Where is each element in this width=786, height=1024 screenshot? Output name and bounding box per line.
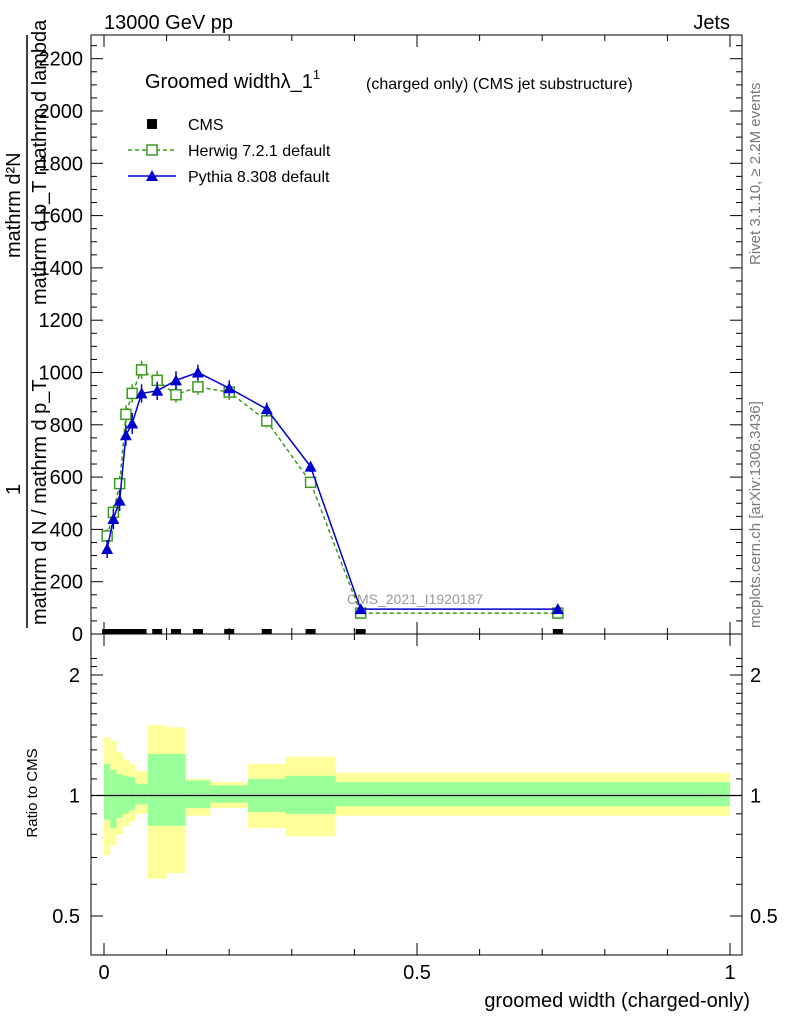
rivet-version-label: Rivet 3.1.10, ≥ 2.2M events (747, 83, 764, 266)
y-tick-label: 2000 (39, 101, 84, 123)
pythia-point (551, 603, 564, 615)
cms-point (108, 629, 119, 634)
pythia-point (191, 366, 204, 378)
cms-point (192, 629, 203, 634)
legend-cms-label: CMS (188, 117, 224, 134)
ratio-y-tick-label: 1 (69, 786, 80, 808)
ratio-band-inner (135, 783, 148, 805)
cms-point (120, 629, 131, 634)
ratio-band-inner (185, 780, 211, 809)
y-tick-label: 800 (50, 415, 83, 437)
ratio-band-inner (129, 777, 136, 810)
x-tick-label: 0.5 (403, 962, 431, 984)
ratio-band-inner (210, 785, 248, 803)
ratio-band-inner (122, 775, 130, 814)
y-tick-label: 1400 (39, 258, 84, 280)
pythia-point (119, 429, 132, 441)
ratio-band-inner (110, 769, 117, 828)
herwig-point (261, 415, 273, 427)
pythia-point (169, 374, 182, 386)
plot-title-rest: (charged only) (CMS jet substructure) (366, 76, 633, 93)
cms-point (355, 629, 366, 634)
legend: CMS Herwig 7.2.1 default Pythia 8.308 de… (128, 117, 331, 186)
cms-point (114, 629, 125, 634)
header-left-label: 13000 GeV pp (104, 12, 233, 34)
cms-point (261, 629, 272, 634)
x-tick-label: 1 (724, 962, 735, 984)
pythia-point (101, 543, 114, 555)
herwig-point (126, 387, 138, 400)
ratio-y-tick-label-right: 1 (750, 786, 761, 808)
main-ylabel-one: 1 (3, 484, 25, 495)
cms-point (170, 629, 181, 634)
cms-point (102, 629, 113, 634)
ratio-y-tick-label-right: 0.5 (750, 906, 778, 928)
y-tick-label: 1800 (39, 153, 84, 175)
ratio-ylabel: Ratio to CMS (24, 748, 41, 837)
header-right-label: Jets (693, 12, 730, 34)
pythia-point (354, 603, 367, 615)
pythia-point (223, 382, 236, 394)
main-ylabel-denom: mathrm d p_T mathrm d lambda (29, 19, 51, 305)
y-tick-label: 2200 (39, 49, 84, 71)
legend-herwig-label: Herwig 7.2.1 default (188, 143, 331, 160)
analysis-watermark: CMS_2021_I1920187 (347, 591, 483, 607)
main-plot-area: 0 200 400 600 800 1000 1200 1400 1600 1800 2000 220… (39, 35, 742, 646)
x-axis-label: groomed width (charged-only) (484, 990, 750, 1012)
y-tick-label: 600 (50, 467, 83, 489)
plot-title-main: Groomed widthλ_1 (145, 71, 313, 93)
plot-title: Groomed widthλ_11 (145, 67, 320, 93)
cms-point (127, 629, 138, 634)
y-tick-label: 1200 (39, 310, 84, 332)
pythia-point (260, 403, 273, 415)
herwig-point (192, 381, 204, 393)
ratio-band-inner (166, 753, 186, 826)
ratio-plot-area: 0.5 0.5 1 1 2 2 0 0.5 1 (52, 634, 778, 984)
ratio-y-tick-label: 0.5 (52, 906, 80, 928)
legend-pythia-marker (146, 170, 158, 181)
pythia-point (151, 384, 164, 396)
pythia-point (113, 494, 126, 506)
ratio-band-inner (147, 753, 167, 826)
main-ylabel-bottom: mathrm d N / mathrm d p_T (29, 379, 51, 625)
ratio-band-inner (104, 763, 111, 820)
legend-herwig-marker (146, 144, 158, 156)
y-tick-label: 200 (50, 572, 83, 594)
pythia-line (106, 371, 558, 610)
herwig-point (170, 388, 182, 401)
ratio-band-inner (335, 782, 386, 807)
cms-point (136, 629, 147, 634)
legend-cms-marker (147, 119, 157, 129)
legend-pythia-label: Pythia 8.308 default (188, 169, 330, 186)
pythia-point (135, 387, 148, 399)
ratio-band-inner (285, 775, 336, 814)
y-tick-label: 1000 (39, 363, 84, 385)
mcplots-label: mcplots.cern.ch [arXiv:1306.3436] (747, 401, 764, 628)
main-ylabel: mathrm d²N mathrm d p_T mathrm d lambda … (3, 19, 51, 628)
y-tick-label: 400 (50, 519, 83, 541)
cms-point (552, 629, 563, 634)
cms-point (224, 629, 235, 634)
ratio-band-inner (385, 782, 730, 807)
herwig-point (113, 477, 126, 490)
pythia-point (107, 512, 120, 524)
cms-point (152, 629, 163, 634)
plot-title-sup: 1 (313, 67, 320, 82)
cms-point (305, 629, 316, 634)
pythia-point (126, 417, 139, 429)
herwig-line (106, 368, 558, 614)
pythia-point (304, 460, 317, 472)
x-tick-label: 0 (98, 962, 109, 984)
herwig-point (120, 408, 132, 421)
y-tick-label: 0 (72, 624, 83, 646)
y-tick-label: 1600 (39, 206, 84, 228)
ratio-y-tick-label: 2 (69, 665, 80, 687)
main-ylabel-numer: mathrm d²N (3, 152, 25, 258)
herwig-point (135, 364, 148, 376)
ratio-y-tick-label-right: 2 (750, 665, 761, 687)
